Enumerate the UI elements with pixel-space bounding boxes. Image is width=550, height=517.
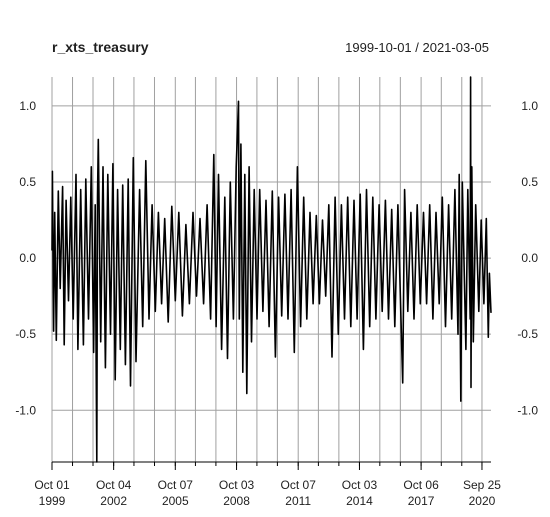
x-tick-label-year: 2020 [469,494,496,508]
y-tick-label-right: -1.0 [517,403,538,417]
series-line [51,76,492,463]
date-range-label: 1999-10-01 / 2021-03-05 [345,40,489,55]
y-tick-label-right: -0.5 [517,327,538,341]
y-tick-label-left: 1.0 [19,99,36,113]
y-tick-label-left: -1.0 [15,403,36,417]
y-tick-label-left: 0.5 [19,175,36,189]
x-tick-label-date: Oct 03 [342,478,378,492]
x-tick-label-date: Oct 07 [281,478,317,492]
y-tick-label-right: 0.0 [521,251,538,265]
x-tick-label-date: Oct 04 [96,478,132,492]
x-tick-label-year: 2002 [100,494,127,508]
x-tick-label-date: Sep 25 [463,478,501,492]
x-tick-label-date: Oct 03 [219,478,255,492]
x-tick-label-year: 2014 [346,494,373,508]
x-tick-label-date: Oct 06 [403,478,439,492]
x-tick-label-year: 2011 [285,494,311,508]
x-tick-label-year: 2017 [408,494,435,508]
x-tick-label-year: 2005 [162,494,189,508]
series [51,76,492,463]
axes: 1.0 1.0 0.5 0.5 0.0 0.0 -0.5 -0.5 -1.0 -1.0 Oct 01… [15,99,538,508]
x-tick-label-date: Oct 01 [34,478,70,492]
x-tick-label-date: Oct 07 [158,478,194,492]
y-tick-label-right: 0.5 [521,175,538,189]
x-tick-label-year: 1999 [39,494,66,508]
y-tick-label-left: -0.5 [15,327,36,341]
y-tick-label-left: 0.0 [19,251,36,265]
y-tick-label-right: 1.0 [521,99,538,113]
chart-title: r_xts_treasury [52,39,149,55]
x-tick-label-year: 2008 [223,494,250,508]
